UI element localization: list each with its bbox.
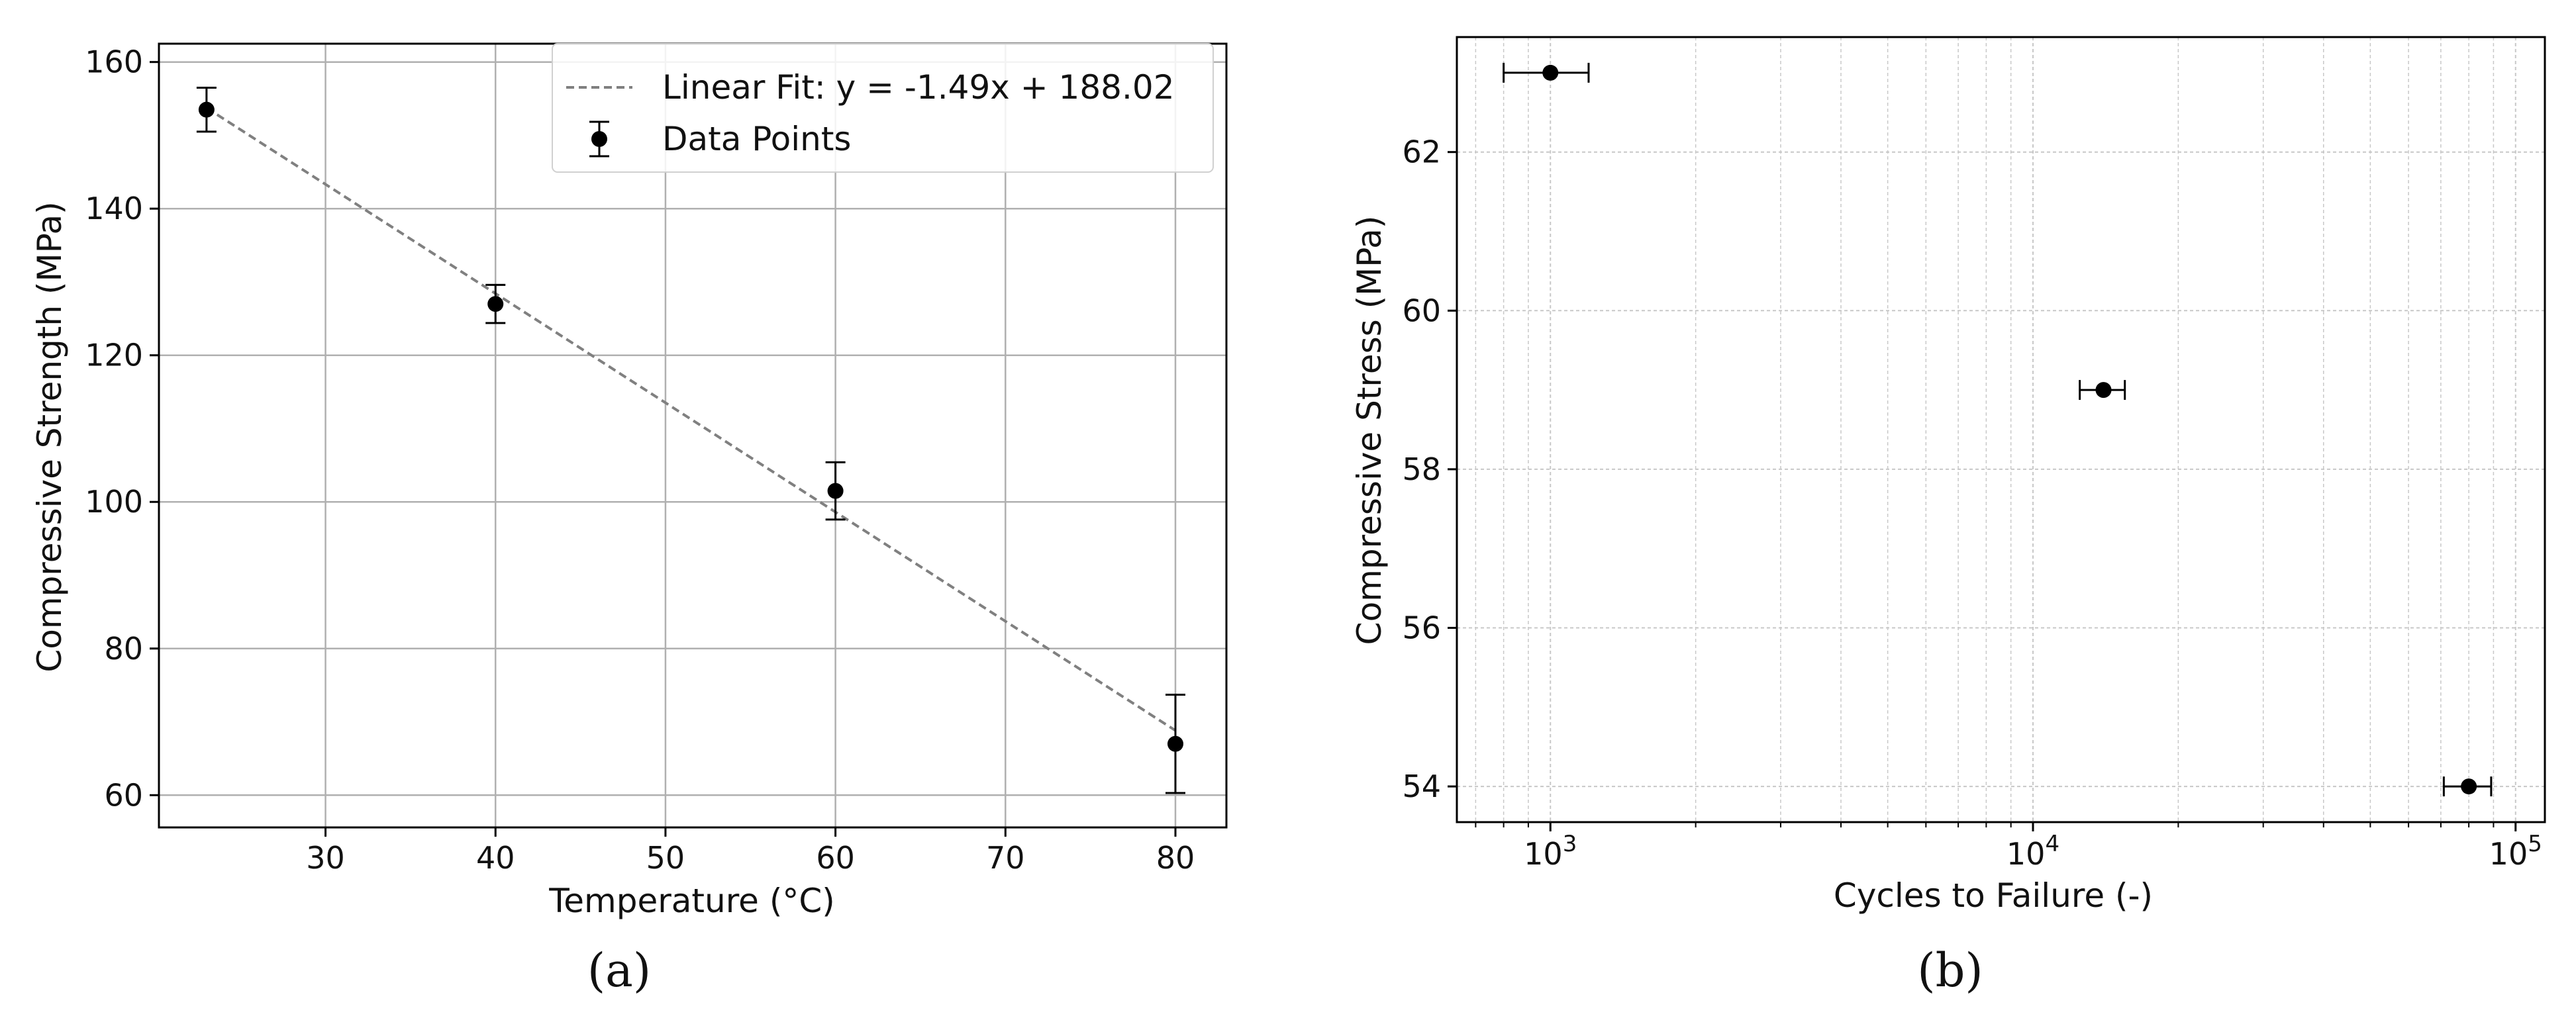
panel-b-data-point — [2442, 776, 2493, 797]
panel-a-y-ticks: 60 80 100 120 140 160 — [85, 44, 159, 813]
panel-a-legend-points-label: Data Points — [662, 120, 851, 158]
panel-a-x-tick-label: 30 — [306, 840, 345, 876]
panel-a-y-tick-label: 160 — [85, 44, 143, 80]
panel-a-label: (a) — [587, 943, 651, 998]
panel-a-marker — [198, 101, 215, 118]
panel-a-y-tick-label: 140 — [85, 191, 143, 226]
panel-a-data-point — [825, 461, 846, 521]
panel-a-legend-fit-label: Linear Fit: y = -1.49x + 188.02 — [662, 68, 1175, 107]
panel-a-y-tick-label: 80 — [104, 631, 143, 667]
panel-a-x-tick-label: 80 — [1156, 840, 1195, 876]
panel-b-y-ticks: 54 56 58 60 62 — [1402, 134, 1457, 804]
panel-b-marker — [2095, 382, 2112, 398]
panel-a-legend-box — [552, 43, 1214, 173]
panel-b-x-axis-title: Cycles to Failure (-) — [1834, 876, 2153, 915]
panel-b-grid — [1457, 37, 2545, 822]
panel-a-x-axis-title: Temperature (°C) — [548, 882, 835, 920]
panel-a-data-points — [196, 86, 1185, 794]
panel-a-marker — [827, 483, 844, 499]
panel-a-data-point — [1165, 694, 1185, 794]
panel-a-x-tick-label: 70 — [986, 840, 1025, 876]
panel-a-legend: Linear Fit: y = -1.49x + 188.02 Data Poi… — [552, 43, 1214, 173]
panel-a-x-tick-label: 60 — [816, 840, 855, 876]
panel-b-y-axis-title: Compressive Stress (MPa) — [1350, 216, 1389, 645]
panel-a-fit-line — [205, 107, 1177, 732]
panel-b-x-tick-label: 104 — [2006, 831, 2059, 872]
panel-a-marker — [487, 296, 504, 312]
panel-b-y-tick-label: 62 — [1402, 134, 1441, 170]
panel-a-y-tick-label: 60 — [104, 777, 143, 813]
panel-b-label: (b) — [1917, 943, 1983, 998]
panel-b-chart: 103 104 105 54 56 58 60 62 Cycles to Failure (… — [1350, 36, 2546, 998]
panel-b-y-tick-label: 60 — [1402, 293, 1441, 328]
panel-a-x-tick-label: 40 — [476, 840, 515, 876]
panel-a-x-ticks: 30 40 50 60 70 80 — [306, 827, 1195, 876]
panel-b-marker — [2461, 778, 2477, 795]
panel-b-data-points — [1503, 62, 2493, 797]
panel-a-fit-line-group — [205, 107, 1177, 732]
panel-a-legend-points-swatch — [589, 120, 609, 158]
panel-a-chart: 30 40 50 60 70 80 60 80 100 120 140 160 Temperatur… — [30, 42, 1228, 998]
panel-a-marker — [1167, 735, 1183, 752]
panel-b-plot-frame — [1456, 36, 2546, 823]
panel-a-grid — [159, 44, 1226, 827]
panel-b-y-tick-label: 54 — [1402, 769, 1441, 804]
panel-b-x-ticks: 103 104 105 — [1475, 822, 2542, 872]
panel-a-y-axis-title: Compressive Strength (MPa) — [30, 201, 69, 672]
panel-a-y-tick-label: 100 — [85, 484, 143, 520]
panel-a-x-tick-label: 50 — [646, 840, 685, 876]
panel-a-data-point — [196, 86, 217, 133]
panel-a-y-tick-label: 120 — [85, 338, 143, 373]
panel-b-y-tick-label: 56 — [1402, 610, 1441, 645]
panel-b-data-point — [1503, 62, 1590, 83]
panel-b-y-tick-label: 58 — [1402, 451, 1441, 487]
panel-b-x-tick-label: 103 — [1524, 831, 1577, 872]
panel-b-marker — [1542, 64, 1559, 81]
panel-a-data-point — [485, 283, 506, 324]
panel-b-data-point — [2079, 380, 2126, 400]
panel-b-x-tick-label: 105 — [2489, 831, 2542, 872]
